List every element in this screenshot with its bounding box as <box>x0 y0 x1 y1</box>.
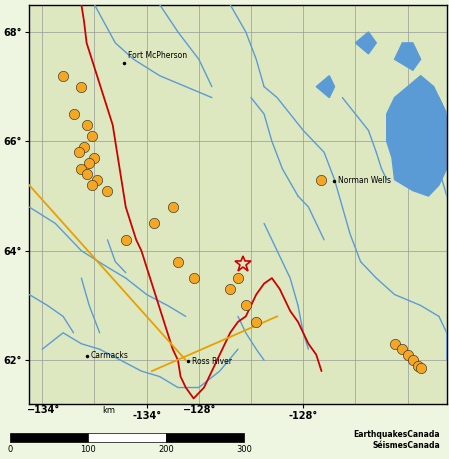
Text: Ross River: Ross River <box>192 357 232 366</box>
Point <box>78 165 85 173</box>
Point <box>174 258 181 265</box>
Point <box>151 220 158 227</box>
Text: 100: 100 <box>80 445 96 454</box>
Text: 0: 0 <box>7 445 12 454</box>
Point <box>227 285 234 293</box>
Point <box>83 170 90 178</box>
Point <box>104 187 111 194</box>
Point <box>318 176 325 183</box>
Polygon shape <box>316 76 335 98</box>
Point <box>234 274 242 282</box>
Point <box>70 110 77 118</box>
Text: Carmacks: Carmacks <box>91 351 129 360</box>
Point <box>391 340 398 347</box>
Text: 200: 200 <box>158 445 174 454</box>
Point <box>399 346 406 353</box>
Point <box>91 154 98 162</box>
Point <box>83 121 90 129</box>
Point <box>169 203 176 211</box>
Point <box>78 83 85 90</box>
Text: Fort McPherson: Fort McPherson <box>128 51 187 60</box>
Point <box>88 181 96 189</box>
Text: 300: 300 <box>236 445 252 454</box>
Polygon shape <box>356 32 376 54</box>
Point <box>88 132 96 140</box>
Point <box>75 149 82 156</box>
Point <box>93 176 101 183</box>
Point <box>404 351 411 358</box>
Text: −134°: −134° <box>27 405 60 415</box>
Point <box>417 365 424 372</box>
Point <box>409 357 416 364</box>
Point <box>253 318 260 325</box>
Polygon shape <box>387 76 447 196</box>
Text: EarthquakesCanada
SéismesCanada: EarthquakesCanada SéismesCanada <box>353 430 440 450</box>
Text: Norman Wells: Norman Wells <box>338 176 391 185</box>
Point <box>414 362 422 369</box>
Point <box>60 72 67 79</box>
Point <box>80 143 88 151</box>
Text: Whitehorse: Whitehorse <box>0 458 1 459</box>
Point <box>86 160 93 167</box>
Point <box>122 236 129 243</box>
Point <box>242 302 249 309</box>
Polygon shape <box>395 43 421 70</box>
Text: km: km <box>102 406 115 415</box>
Point <box>190 274 197 282</box>
Text: −128°: −128° <box>183 405 216 415</box>
